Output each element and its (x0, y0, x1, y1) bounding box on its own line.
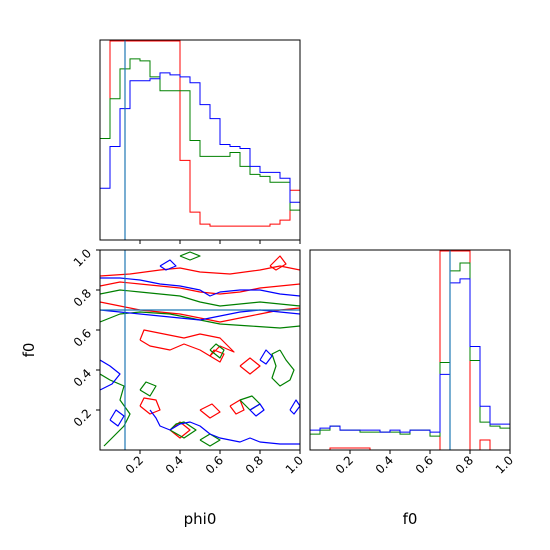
contour-red-5 (199, 403, 221, 419)
joint-y-tick-label-4: 1.0 (71, 246, 94, 269)
contour-red-4 (139, 397, 161, 415)
joint-x-tick-label-2: 0.6 (203, 453, 226, 476)
phi0-hist-blue (100, 72, 300, 240)
joint-x-ticks: 0.2 0.4 0.6 0.8 1.0 (123, 450, 306, 477)
contour-red-10 (229, 399, 245, 415)
joint-x-tick-label-0: 0.2 (123, 453, 146, 476)
contour-red-8 (269, 255, 287, 271)
phi0-histogram-panel (99, 39, 301, 244)
contour-green-0 (100, 289, 300, 307)
f0-hist-x-tick-label-1: 0.4 (373, 453, 396, 476)
f0-hist-red (310, 250, 510, 450)
joint-y-ticks: 0.2 0.4 0.6 0.8 1.0 (71, 246, 100, 430)
contour-blue-5 (289, 399, 300, 415)
f0-hist-x-tick-label-4: 1.0 (493, 453, 516, 476)
phi0-histogram-series (100, 40, 300, 240)
joint-y-tick-label-3: 0.8 (71, 286, 94, 309)
contour-green-4 (271, 349, 295, 387)
f0-hist-blue (310, 278, 510, 450)
joint-x-tick-label-3: 0.8 (243, 453, 266, 476)
phi0-histogram-ticks (139, 240, 301, 244)
contour-blue-7 (249, 403, 265, 417)
contour-blue-8 (109, 409, 125, 427)
f0-histogram-frame (309, 249, 511, 451)
phi0-hist-green (100, 58, 300, 240)
joint-x-tick-label-4: 1.0 (283, 453, 306, 476)
contour-blue-1 (100, 309, 300, 321)
joint-y-tick-label-2: 0.6 (71, 326, 94, 349)
contour-blue-4 (259, 349, 273, 365)
f0-hist-x-tick-label-3: 0.8 (453, 453, 476, 476)
y-axis-label-f0: f0 (20, 343, 38, 358)
joint-x-tick-label-1: 0.4 (163, 453, 186, 476)
phi0-hist-red (100, 40, 300, 240)
contour-green-9 (139, 381, 157, 397)
contour-blue-6 (159, 259, 177, 271)
joint-y-tick-label-1: 0.4 (71, 366, 94, 389)
joint-y-tick-label-0: 0.2 (71, 406, 94, 429)
joint-contours (100, 251, 300, 447)
contour-green-3 (169, 421, 197, 439)
contour-green-6 (209, 343, 225, 359)
contour-red-7 (239, 357, 261, 375)
contour-red-2 (100, 265, 300, 277)
contour-blue-0 (100, 277, 300, 297)
contour-red-9 (169, 421, 191, 439)
contour-blue-3 (149, 409, 300, 445)
contour-red-0 (100, 281, 300, 295)
joint-frame (99, 249, 301, 451)
joint-panel: 0.2 0.4 0.6 0.8 1.0 0.2 0.4 0.6 0.8 1.0 (71, 246, 306, 476)
f0-histogram-series (310, 250, 510, 450)
f0-hist-x-tick-label-0: 0.2 (333, 453, 356, 476)
phi0-histogram-frame (99, 39, 301, 241)
f0-hist-x-tick-label-2: 0.6 (413, 453, 436, 476)
contour-green-5 (179, 251, 201, 261)
x-axis-label-f0: f0 (403, 510, 418, 528)
f0-histogram-x-ticks: 0.2 0.4 0.6 0.8 1.0 (333, 450, 516, 477)
contour-red-3 (139, 329, 235, 357)
f0-histogram-panel: 0.2 0.4 0.6 0.8 1.0 (309, 249, 516, 477)
contour-blue-2 (100, 359, 121, 391)
contour-green-8 (199, 433, 221, 447)
x-axis-label-phi0: phi0 (184, 510, 217, 528)
contour-red-1 (100, 301, 300, 323)
